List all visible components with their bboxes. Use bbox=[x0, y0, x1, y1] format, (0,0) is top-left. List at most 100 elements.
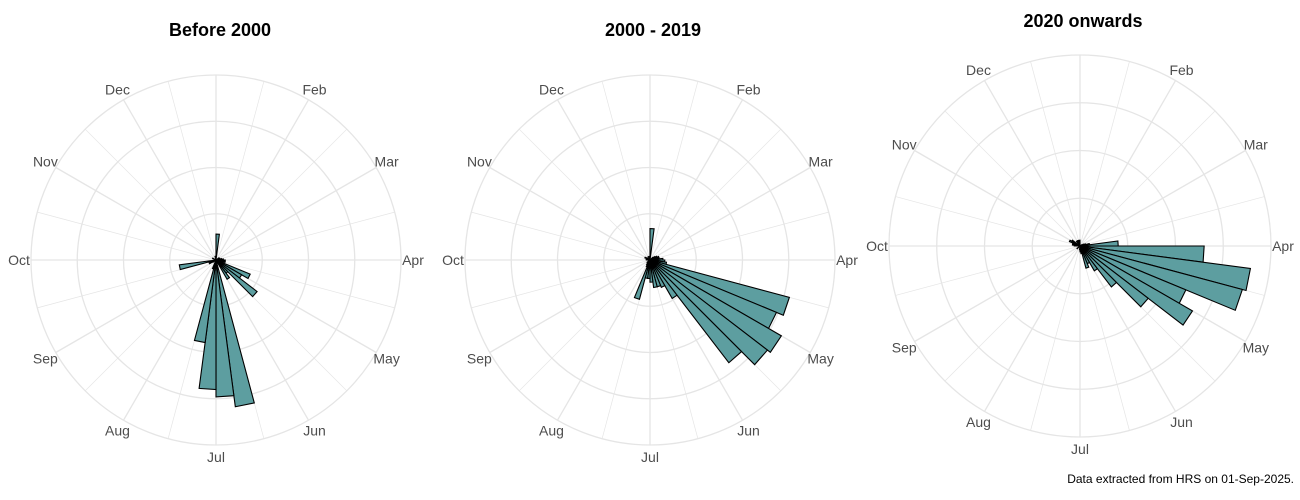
polar-chart-1: Feb Mar Apr May Jun Jul Aug Sep Oct Nov Dec bbox=[8, 74, 424, 465]
month-label: May bbox=[1243, 340, 1269, 356]
grid-spoke-minor bbox=[215, 259, 395, 309]
grid-spoke-minor bbox=[1030, 61, 1081, 247]
month-label: Oct bbox=[866, 238, 888, 254]
month-label: Jun bbox=[1170, 414, 1193, 430]
grid-spoke-major bbox=[215, 259, 310, 421]
polar-bar bbox=[178, 259, 217, 271]
grid-spoke-minor bbox=[1079, 110, 1216, 247]
grid-spoke-major bbox=[122, 99, 217, 261]
month-label: Aug bbox=[539, 423, 564, 439]
polar-bar bbox=[649, 259, 743, 364]
grid-spoke-major bbox=[556, 259, 651, 421]
grid-spoke-minor bbox=[471, 211, 651, 261]
grid-spoke-major bbox=[489, 259, 651, 354]
month-label: Oct bbox=[442, 252, 464, 268]
polar-bar bbox=[633, 259, 651, 301]
month-label: Apr bbox=[402, 252, 424, 268]
grid-spoke-minor bbox=[518, 259, 651, 392]
grid-spoke-minor bbox=[944, 245, 1081, 382]
grid-spoke-minor bbox=[1079, 245, 1130, 431]
chart-title: Before 2000 bbox=[168, 20, 272, 40]
month-label: Nov bbox=[892, 137, 917, 153]
grid-spoke-minor bbox=[649, 81, 699, 261]
polar-chart-3: Dec Feb Mar Apr May Jun Jul Aug Sep Oct Nov bbox=[866, 54, 1294, 457]
polar-bar bbox=[215, 259, 231, 281]
month-label: Jul bbox=[1071, 441, 1089, 457]
polar-bar bbox=[211, 257, 217, 261]
month-label: Mar bbox=[375, 154, 399, 170]
month-label: Aug bbox=[105, 423, 130, 439]
grid-spoke-major bbox=[55, 259, 217, 354]
month-label: Dec bbox=[105, 81, 130, 97]
polar-bar bbox=[1078, 239, 1081, 247]
grid-spoke-minor bbox=[471, 259, 651, 309]
chart-title: 2020 onwards bbox=[1023, 11, 1143, 31]
data-source-caption: Data extracted from HRS on 01-Sep-2025. bbox=[1067, 472, 1294, 486]
grid-spoke-major bbox=[983, 80, 1081, 247]
grid-spoke-major bbox=[1079, 245, 1177, 412]
grid-spoke-minor bbox=[649, 211, 829, 261]
polar-bar bbox=[211, 259, 217, 270]
month-label: Apr bbox=[836, 252, 858, 268]
grid-spoke-minor bbox=[895, 245, 1081, 296]
grid-spoke-minor bbox=[649, 128, 782, 261]
grid-spoke-minor bbox=[215, 211, 395, 261]
polar-panel-1: Before 2000 Feb Mar Apr May Jun Jul Aug Sep Oct N… bbox=[0, 0, 440, 480]
month-label: Feb bbox=[736, 81, 760, 97]
grid-spoke-minor bbox=[1079, 196, 1265, 247]
month-label: May bbox=[373, 351, 399, 367]
month-label: Sep bbox=[467, 351, 492, 367]
polar-bar bbox=[193, 259, 217, 344]
month-label: Mar bbox=[809, 154, 833, 170]
grid-spoke-major bbox=[55, 166, 217, 261]
month-label: Oct bbox=[8, 252, 30, 268]
grid-spoke-major bbox=[1079, 149, 1246, 247]
grid-spoke-major bbox=[556, 99, 651, 261]
month-label: Dec bbox=[966, 62, 991, 78]
month-label: Jun bbox=[303, 423, 326, 439]
grid-spoke-major bbox=[649, 166, 811, 261]
month-label: Feb bbox=[302, 81, 326, 97]
grid-spoke-minor bbox=[895, 196, 1081, 247]
polar-chart-2: Dec Feb Mar Apr May Jun Jul Aug Sep Oct Nov bbox=[442, 74, 858, 465]
month-label: Nov bbox=[467, 154, 492, 170]
grid-spoke-major bbox=[914, 149, 1081, 247]
grid-spoke-major bbox=[215, 166, 377, 261]
grid-spoke-minor bbox=[167, 81, 217, 261]
grid-spoke-minor bbox=[1030, 245, 1081, 431]
grid-spoke-minor bbox=[215, 81, 265, 261]
grid-spoke-minor bbox=[1079, 61, 1130, 247]
grid-spoke-major bbox=[1079, 80, 1177, 247]
month-label: Jun bbox=[737, 423, 760, 439]
grid-spoke-major bbox=[489, 166, 651, 261]
month-label: Apr bbox=[1272, 238, 1294, 254]
grid-spoke-major bbox=[914, 245, 1081, 343]
grid-spoke-major bbox=[649, 99, 744, 261]
polar-bar bbox=[1079, 245, 1090, 269]
grid-spoke-minor bbox=[84, 259, 217, 392]
month-label: Aug bbox=[966, 414, 991, 430]
month-label: Jul bbox=[207, 449, 225, 465]
chart-title: 2000 - 2019 bbox=[604, 20, 702, 40]
grid-spoke-minor bbox=[601, 81, 651, 261]
grid-spoke-major bbox=[122, 259, 217, 421]
polar-bar bbox=[215, 259, 258, 298]
grid-spoke-minor bbox=[518, 128, 651, 261]
month-label: Sep bbox=[33, 351, 58, 367]
polar-bar bbox=[215, 233, 221, 261]
polar-panel-3: 2020 onwards Dec Feb Mar Apr May Jun Jul Aug Sep… bbox=[866, 0, 1300, 480]
month-label: Jul bbox=[641, 449, 659, 465]
grid-spoke-minor bbox=[84, 128, 217, 261]
polar-bar bbox=[649, 227, 655, 261]
month-label: Mar bbox=[1244, 137, 1268, 153]
month-label: Nov bbox=[33, 154, 58, 170]
polar-bar bbox=[1076, 245, 1081, 250]
polar-panel-2: 2000 - 2019 Dec Feb Mar Apr May Jun Jul Aug Sep O… bbox=[433, 0, 873, 480]
month-label: Dec bbox=[539, 81, 564, 97]
grid-spoke-major bbox=[215, 99, 310, 261]
grid-spoke-minor bbox=[37, 211, 217, 261]
month-label: May bbox=[807, 351, 833, 367]
grid-spoke-major bbox=[983, 245, 1081, 412]
grid-spoke-minor bbox=[215, 128, 348, 261]
month-label: Feb bbox=[1169, 62, 1193, 78]
